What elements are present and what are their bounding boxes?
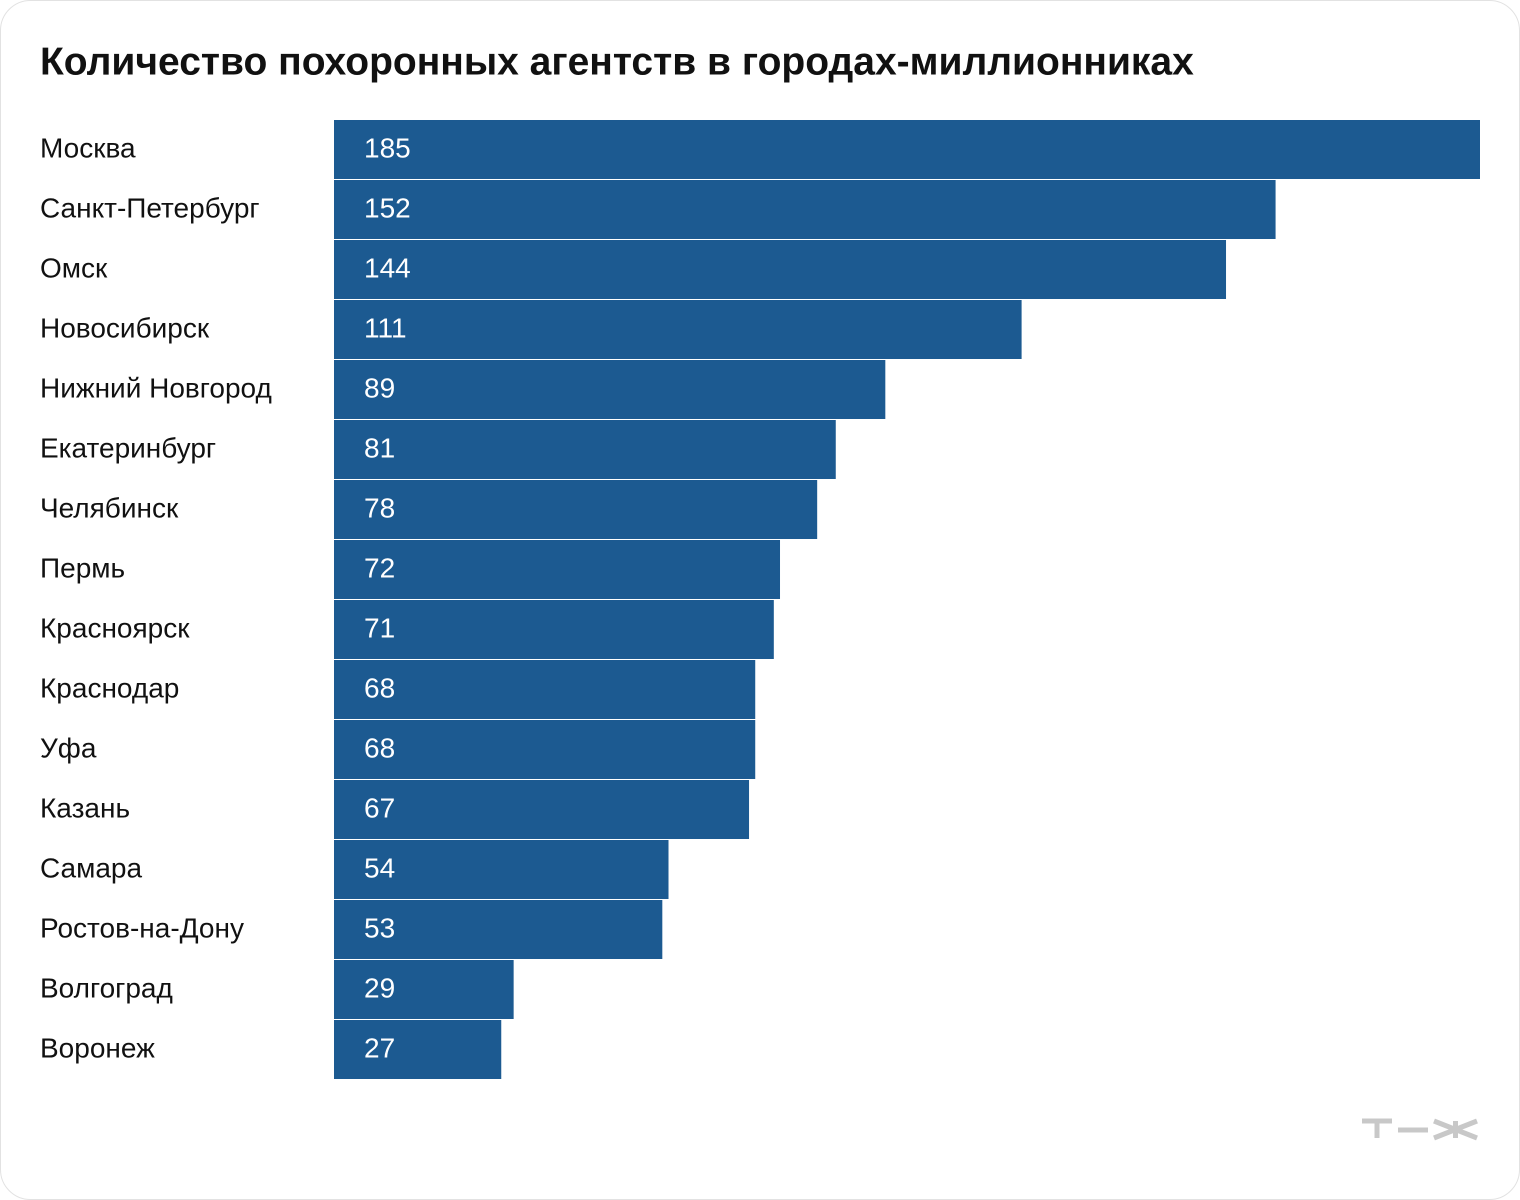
bar	[334, 180, 1276, 239]
category-label: Воронеж	[40, 1032, 155, 1063]
logo-t	[1362, 1118, 1392, 1138]
bar	[334, 360, 886, 419]
value-label: 68	[364, 732, 395, 763]
bar	[334, 240, 1227, 299]
category-label: Самара	[40, 852, 143, 883]
value-label: 54	[364, 852, 395, 883]
bar	[334, 600, 774, 659]
category-label: Нижний Новгород	[40, 372, 272, 403]
value-label: 81	[364, 432, 395, 463]
value-label: 53	[364, 912, 395, 943]
category-label: Новосибирск	[40, 312, 210, 343]
bar	[334, 420, 836, 479]
logo	[1362, 1118, 1478, 1141]
bar	[334, 660, 756, 719]
bar	[334, 300, 1022, 359]
bar	[334, 900, 663, 959]
value-label: 72	[364, 552, 395, 583]
category-label: Пермь	[40, 552, 125, 583]
value-label: 111	[364, 312, 407, 343]
value-label: 89	[364, 372, 395, 403]
value-label: 78	[364, 492, 395, 523]
bar	[334, 1020, 502, 1079]
value-label: 68	[364, 672, 395, 703]
bar	[334, 780, 750, 839]
value-label: 71	[364, 612, 395, 643]
bar	[334, 540, 781, 599]
category-label: Челябинск	[40, 492, 179, 523]
chart-title: Количество похоронных агентств в городах…	[40, 40, 1194, 83]
category-label: Краснодар	[40, 672, 179, 703]
category-label: Москва	[40, 132, 136, 163]
value-label: 27	[364, 1032, 395, 1063]
category-label: Казань	[40, 792, 130, 823]
category-label: Санкт-Петербург	[40, 192, 260, 223]
category-label: Ростов-на-Дону	[40, 912, 244, 943]
category-label: Екатеринбург	[40, 432, 216, 463]
bar	[334, 480, 818, 539]
value-label: 152	[364, 192, 411, 223]
logo-zh	[1433, 1118, 1478, 1141]
bar	[334, 840, 669, 899]
category-label: Уфа	[40, 732, 97, 763]
category-label: Омск	[40, 252, 108, 283]
value-label: 67	[364, 792, 395, 823]
value-label: 185	[364, 132, 411, 163]
category-label: Волгоград	[40, 972, 173, 1003]
bar	[334, 720, 756, 779]
bar	[334, 960, 514, 1019]
bar	[334, 120, 1480, 179]
category-label: Красноярск	[40, 612, 190, 643]
value-label: 144	[364, 252, 411, 283]
value-label: 29	[364, 972, 395, 1003]
